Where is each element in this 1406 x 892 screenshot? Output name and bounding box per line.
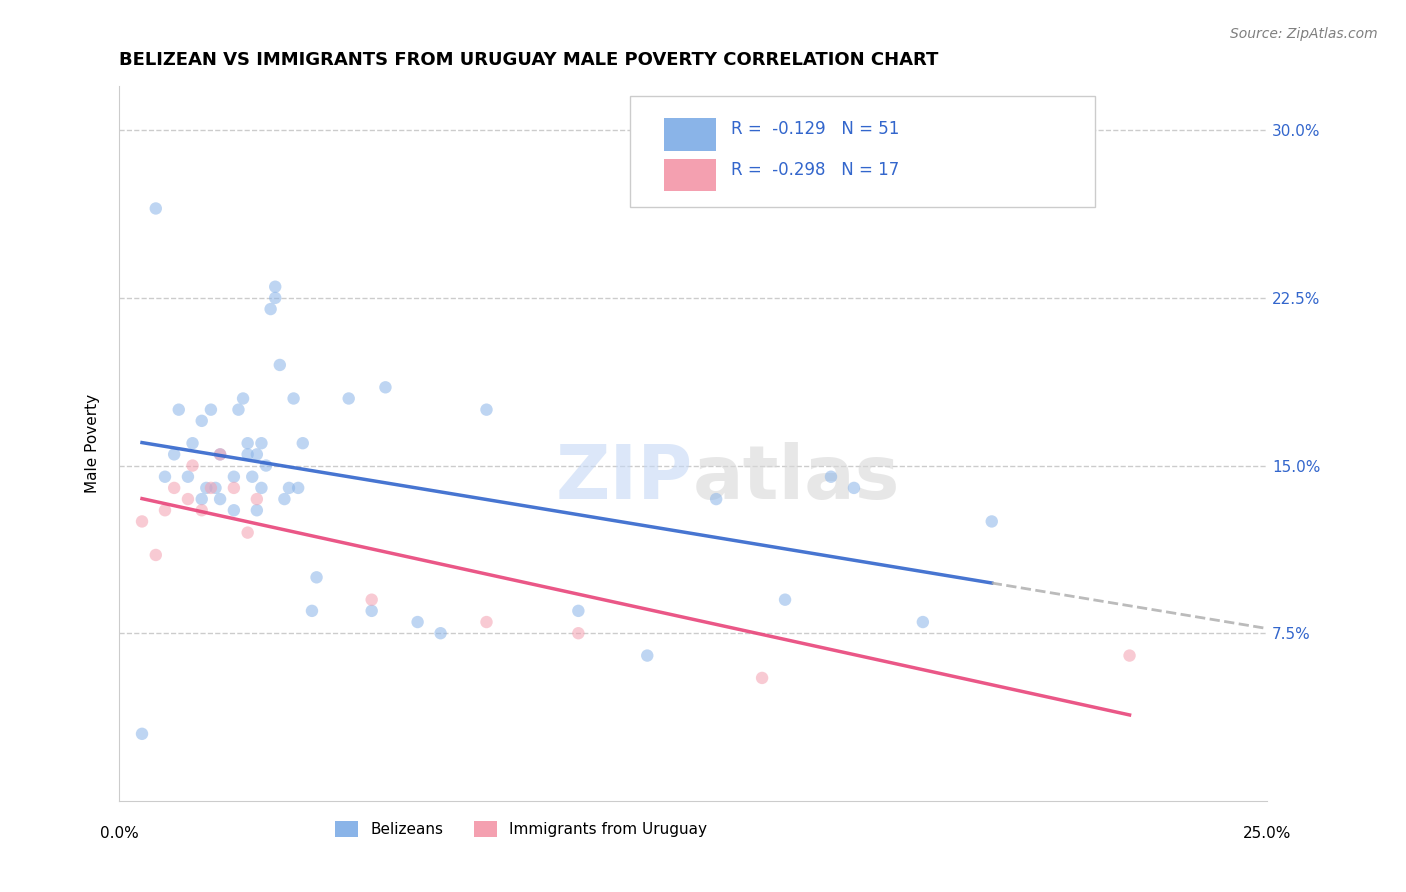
- Point: [911, 615, 934, 629]
- Point: [190, 414, 212, 428]
- Text: R =  -0.298   N = 17: R = -0.298 N = 17: [731, 161, 900, 179]
- Point: [167, 402, 190, 417]
- Point: [153, 503, 176, 517]
- Point: [475, 402, 498, 417]
- Point: [250, 436, 273, 450]
- Text: R =  -0.129   N = 51: R = -0.129 N = 51: [731, 120, 900, 138]
- Point: [246, 503, 269, 517]
- Point: [475, 615, 498, 629]
- Point: [360, 592, 382, 607]
- Point: [283, 392, 305, 406]
- Text: ZIP: ZIP: [555, 442, 693, 516]
- Point: [291, 436, 314, 450]
- Point: [1118, 648, 1140, 663]
- Text: Source: ZipAtlas.com: Source: ZipAtlas.com: [1230, 27, 1378, 41]
- Text: 25.0%: 25.0%: [1243, 826, 1292, 841]
- Point: [236, 525, 259, 540]
- Point: [200, 481, 222, 495]
- Point: [181, 458, 204, 473]
- Point: [131, 727, 153, 741]
- Point: [264, 291, 287, 305]
- Point: [222, 481, 245, 495]
- Point: [228, 402, 250, 417]
- Point: [704, 492, 727, 507]
- Point: [269, 358, 291, 372]
- Point: [429, 626, 451, 640]
- Point: [209, 492, 232, 507]
- Point: [177, 492, 200, 507]
- Point: [301, 604, 323, 618]
- Point: [406, 615, 429, 629]
- Point: [259, 301, 281, 316]
- Point: [222, 469, 245, 483]
- Point: [337, 392, 360, 406]
- FancyBboxPatch shape: [665, 159, 716, 192]
- Point: [278, 481, 301, 495]
- Point: [209, 447, 232, 461]
- Point: [190, 492, 212, 507]
- Point: [222, 503, 245, 517]
- Point: [163, 481, 186, 495]
- Point: [246, 447, 269, 461]
- Point: [145, 202, 167, 216]
- Point: [264, 279, 287, 293]
- Y-axis label: Male Poverty: Male Poverty: [86, 393, 100, 492]
- Point: [181, 436, 204, 450]
- Point: [200, 402, 222, 417]
- Point: [163, 447, 186, 461]
- Point: [842, 481, 865, 495]
- Point: [145, 548, 167, 562]
- Text: 0.0%: 0.0%: [100, 826, 138, 841]
- Point: [254, 458, 277, 473]
- Point: [820, 469, 842, 483]
- Point: [236, 447, 259, 461]
- Point: [177, 469, 200, 483]
- Point: [636, 648, 658, 663]
- FancyBboxPatch shape: [665, 119, 716, 151]
- Point: [567, 604, 589, 618]
- Legend: Belizeans, Immigrants from Uruguay: Belizeans, Immigrants from Uruguay: [329, 815, 713, 843]
- Point: [751, 671, 773, 685]
- Point: [204, 481, 226, 495]
- Point: [195, 481, 218, 495]
- FancyBboxPatch shape: [630, 96, 1095, 207]
- Point: [773, 592, 796, 607]
- Point: [236, 436, 259, 450]
- Point: [567, 626, 589, 640]
- Point: [305, 570, 328, 584]
- Text: atlas: atlas: [693, 442, 901, 516]
- Point: [273, 492, 295, 507]
- Point: [232, 392, 254, 406]
- Point: [246, 492, 269, 507]
- Point: [250, 481, 273, 495]
- Point: [209, 447, 232, 461]
- Point: [240, 469, 263, 483]
- Point: [190, 503, 212, 517]
- Text: BELIZEAN VS IMMIGRANTS FROM URUGUAY MALE POVERTY CORRELATION CHART: BELIZEAN VS IMMIGRANTS FROM URUGUAY MALE…: [120, 51, 938, 69]
- Point: [374, 380, 396, 394]
- Point: [980, 515, 1002, 529]
- Point: [131, 515, 153, 529]
- Point: [287, 481, 309, 495]
- Point: [153, 469, 176, 483]
- Point: [360, 604, 382, 618]
